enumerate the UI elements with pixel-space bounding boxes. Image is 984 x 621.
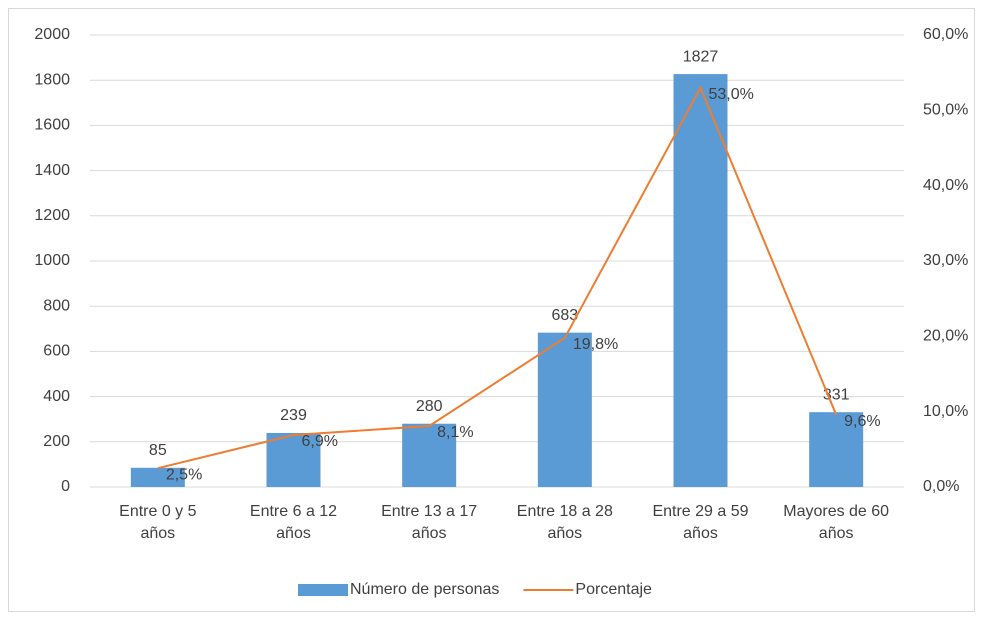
line-value-label: 2,5%: [166, 466, 202, 483]
chart-border: [8, 8, 975, 612]
y-tick-label: 200: [43, 433, 70, 450]
y2-tick-label: 30,0%: [923, 252, 968, 269]
bar-value-label: 331: [823, 386, 850, 403]
bar-value-label: 85: [149, 442, 167, 459]
y2-tick-label: 10,0%: [923, 403, 968, 420]
line-value-label: 9,6%: [844, 413, 880, 430]
line-value-label: 8,1%: [437, 424, 473, 441]
y2-tick-label: 0,0%: [923, 478, 959, 495]
x-tick-label: Entre 18 a 28 años: [516, 503, 613, 542]
bar: [402, 423, 457, 487]
x-tick-label: Entre 13 a 17 años: [381, 503, 478, 542]
y2-tick-label: 50,0%: [923, 102, 968, 119]
bar: [537, 332, 592, 487]
line-value-label: 19,8%: [573, 336, 618, 353]
y-tick-label: 1000: [34, 252, 70, 269]
y-tick-label: 400: [43, 388, 70, 405]
x-tick-label: Entre 0 y 5 años: [119, 503, 197, 542]
bar: [809, 412, 864, 487]
legend-swatch: [298, 584, 348, 596]
line: [157, 85, 838, 470]
y-tick-label: 600: [43, 343, 70, 360]
y-tick-label: 1800: [34, 71, 70, 88]
line-value-label: 53,0%: [709, 86, 754, 103]
y-tick-label: 1400: [34, 162, 70, 179]
y2-tick-label: 60,0%: [923, 26, 968, 43]
bar: [673, 74, 728, 488]
y-tick-label: 1600: [34, 117, 70, 134]
y2-tick-label: 20,0%: [923, 328, 968, 345]
line-value-label: 6,9%: [302, 433, 338, 450]
y-tick-label: 0: [61, 478, 70, 495]
y-tick-label: 800: [43, 297, 70, 314]
x-tick-label: Entre 6 a 12 años: [249, 503, 338, 542]
x-tick-label: Entre 29 a 59 años: [652, 503, 749, 542]
bar-value-label: 683: [551, 307, 578, 324]
y-tick-label: 2000: [34, 26, 70, 43]
x-tick-label: Mayores de 60 años: [783, 503, 890, 542]
bar-value-label: 239: [280, 407, 307, 424]
legend-label: Número de personas: [350, 581, 499, 598]
y-tick-label: 1200: [34, 207, 70, 224]
bar: [130, 467, 185, 487]
bar-value-label: 280: [416, 398, 443, 415]
legend-label: Porcentaje: [575, 581, 652, 598]
bar: [266, 432, 321, 487]
bar-value-label: 1827: [683, 48, 719, 65]
y2-tick-label: 40,0%: [923, 177, 968, 194]
